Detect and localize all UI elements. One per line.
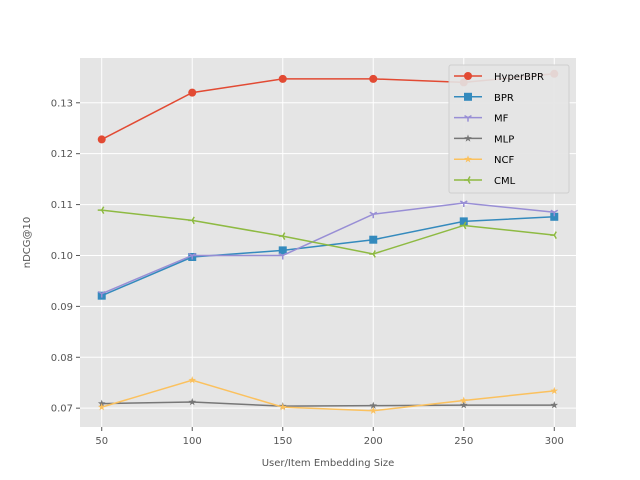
data-point [188, 216, 195, 225]
series-line [101, 401, 555, 407]
data-point [459, 401, 468, 409]
legend-label: HyperBPR [494, 72, 544, 83]
data-point [278, 74, 287, 83]
legend-item: HyperBPR [454, 72, 544, 83]
x-tick-label: 200 [364, 436, 383, 447]
series-line [101, 379, 555, 412]
data-point [278, 246, 287, 255]
data-point [459, 217, 468, 226]
data-point [97, 206, 105, 215]
legend-item: CML [454, 176, 516, 187]
y-tick-label: 0.09 [51, 302, 73, 313]
legend-item: MF [454, 114, 509, 125]
y-axis-label: nDCG@10 [22, 217, 33, 269]
data-point [278, 232, 286, 240]
grid-lines [80, 58, 576, 427]
x-axis-label: User/Item Embedding Size [262, 458, 395, 469]
data-point [278, 252, 287, 260]
legend-box [448, 64, 570, 194]
legend-label: CML [494, 176, 516, 187]
x-tick-label: 250 [454, 436, 473, 447]
x-tick-label: 100 [183, 436, 202, 447]
data-point [369, 235, 378, 244]
x-tick-label: 50 [95, 436, 108, 447]
data-point [97, 291, 106, 298]
data-point [278, 403, 287, 411]
data-point [97, 135, 106, 144]
series-line [101, 202, 555, 295]
data-point [459, 200, 468, 208]
series-line [101, 209, 555, 255]
data-point [550, 209, 559, 217]
y-tick-label: 0.08 [51, 353, 73, 364]
y-tick-label: 0.13 [51, 98, 73, 109]
data-point [464, 92, 472, 101]
data-point [464, 72, 472, 80]
legend: HyperBPR BPR MF MLP NCF CML [448, 64, 570, 194]
data-point [550, 212, 559, 221]
series-cml [97, 206, 557, 258]
data-point [369, 211, 378, 219]
legend-label: MF [494, 114, 509, 125]
data-point [188, 376, 197, 384]
data-point [369, 74, 378, 83]
data-point [459, 221, 467, 230]
y-tick-label: 0.07 [51, 404, 73, 415]
data-point [550, 401, 559, 409]
y-tick-label: 0.12 [51, 149, 73, 160]
data-point [369, 401, 378, 409]
data-point [464, 155, 472, 163]
legend-item: NCF [454, 155, 514, 166]
data-point [188, 398, 197, 406]
data-point [97, 403, 106, 411]
x-tick-label: 150 [273, 436, 292, 447]
series-mf [97, 200, 559, 298]
y-axis-ticks: 0.07 0.08 0.09 0.10 0.11 0.12 0.13 [51, 98, 80, 415]
legend-label: NCF [494, 155, 514, 166]
data-point [459, 396, 468, 404]
data-point [369, 406, 378, 414]
data-point [188, 252, 197, 260]
x-tick-label: 300 [545, 436, 564, 447]
data-point [188, 88, 197, 97]
y-tick-label: 0.11 [51, 200, 73, 211]
data-point [369, 250, 376, 258]
series-ncf [97, 376, 559, 414]
legend-label: MLP [494, 134, 514, 145]
legend-item: BPR [454, 92, 514, 104]
legend-item: MLP [454, 134, 514, 145]
data-point [464, 114, 472, 122]
data-point [550, 231, 557, 239]
y-tick-label: 0.10 [51, 251, 73, 262]
x-axis-ticks: 50 100 150 200 250 300 [95, 427, 564, 447]
data-point [550, 386, 559, 395]
data-point [464, 176, 471, 184]
legend-label: BPR [494, 93, 514, 104]
data-point [464, 134, 472, 142]
